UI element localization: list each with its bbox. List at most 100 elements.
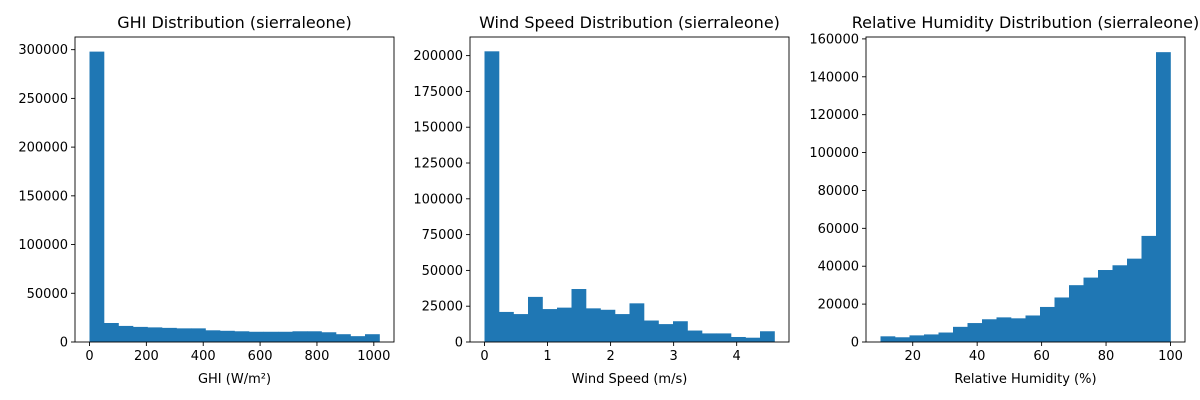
- histogram-bar: [321, 332, 337, 342]
- histogram-bar: [104, 322, 119, 342]
- histogram-bar: [745, 337, 761, 342]
- histogram-bar: [307, 331, 322, 342]
- histogram-bar: [571, 289, 587, 342]
- histogram-bar: [880, 336, 896, 342]
- histogram-bar: [644, 320, 659, 342]
- y-tick-label: 125000: [413, 157, 463, 172]
- y-tick-label: 140000: [809, 70, 859, 85]
- histogram-bar: [1141, 235, 1157, 342]
- y-tick-label: 25000: [422, 300, 463, 315]
- x-tick-label: 80: [1098, 349, 1115, 364]
- histogram-bar: [716, 333, 732, 342]
- histogram-bar: [1083, 277, 1099, 342]
- histogram-bar: [234, 331, 250, 342]
- histogram-bar: [629, 303, 645, 342]
- y-tick-label: 175000: [413, 85, 463, 100]
- y-tick-label: 40000: [818, 260, 859, 275]
- axes-frame: [74, 36, 395, 343]
- histogram-bar: [658, 324, 674, 342]
- y-tick-label: 100000: [18, 238, 68, 253]
- histogram-bar: [162, 327, 177, 342]
- histogram-bar: [147, 327, 163, 342]
- y-tick-label: 75000: [422, 228, 463, 243]
- x-tick-label: 800: [305, 349, 330, 364]
- x-axis-label: Relative Humidity (%): [954, 372, 1096, 387]
- x-tick-label: 600: [248, 349, 273, 364]
- histogram-bar: [909, 335, 925, 342]
- histogram-bar: [1025, 315, 1041, 342]
- histogram-bar: [895, 337, 910, 342]
- y-tick-label: 100000: [809, 146, 859, 161]
- x-tick-label: 3: [669, 349, 677, 364]
- y-tick-label: 50000: [27, 287, 68, 302]
- y-tick-label: 300000: [18, 43, 68, 58]
- histogram-bar: [278, 331, 293, 342]
- histogram-bar: [1011, 318, 1026, 342]
- x-tick-label: 200: [134, 349, 159, 364]
- x-tick-label: 1: [543, 349, 551, 364]
- histogram-bar: [292, 331, 308, 342]
- histogram-bar: [967, 323, 983, 342]
- histogram-bar: [1098, 270, 1113, 342]
- histogram-bar: [731, 336, 746, 342]
- x-tick-label: 400: [191, 349, 216, 364]
- histogram-bar: [350, 336, 366, 342]
- histogram-bar: [702, 333, 717, 342]
- x-tick-label: 0: [85, 349, 93, 364]
- histogram-bar: [499, 311, 514, 342]
- y-tick-label: 100000: [413, 192, 463, 207]
- histogram-bar: [760, 331, 775, 342]
- histogram-bar: [938, 332, 954, 342]
- y-tick-label: 250000: [18, 92, 68, 107]
- histogram-bar: [484, 51, 500, 343]
- histogram-bar: [996, 317, 1012, 342]
- x-tick-label: 2: [606, 349, 614, 364]
- histogram-bar: [336, 334, 351, 342]
- y-tick-label: 200000: [413, 49, 463, 64]
- x-tick-label: 100: [1158, 349, 1183, 364]
- panel-ghi: 0 200 400 600 800 1000 0 50000 100000 150000 20000…: [18, 13, 395, 387]
- panel-relative-humidity: 20 40 60 80 100 0 20000 40000 60000 80000 100000 12…: [809, 13, 1199, 387]
- y-tick-label: 0: [455, 336, 463, 351]
- chart-title: Wind Speed Distribution (sierraleone): [479, 13, 780, 32]
- y-tick-label: 120000: [809, 108, 859, 123]
- histogram-bar: [924, 334, 939, 342]
- histogram-bar: [191, 328, 206, 342]
- axes-frame: [469, 36, 790, 343]
- histogram-bar: [89, 51, 105, 343]
- axes-frame: [865, 36, 1186, 343]
- histogram-bar: [542, 309, 558, 342]
- histogram-bar: [528, 296, 543, 342]
- histogram-bar: [133, 326, 148, 342]
- y-tick-label: 50000: [422, 264, 463, 279]
- x-tick-label: 60: [1033, 349, 1050, 364]
- histogram-bar: [557, 307, 572, 342]
- histogram-bar: [249, 331, 264, 342]
- histogram-bar: [1112, 265, 1128, 342]
- x-tick-label: 1000: [357, 349, 390, 364]
- histogram-bar: [263, 331, 279, 342]
- histogram-bar: [586, 308, 601, 342]
- x-tick-label: 0: [480, 349, 488, 364]
- histogram-bar: [600, 309, 616, 342]
- chart-title: Relative Humidity Distribution (sierrale…: [852, 13, 1200, 32]
- y-tick-label: 20000: [818, 298, 859, 313]
- histogram-bar: [118, 325, 134, 342]
- histogram-bar: [1127, 258, 1142, 342]
- histogram-bar: [205, 330, 221, 342]
- histogram-bar: [1054, 297, 1070, 342]
- histogram-bar: [687, 330, 703, 342]
- panel-wind-speed: 0 1 2 3 4 0 25000 50000 75000 100000 125000 150000 1…: [413, 13, 790, 387]
- x-tick-label: 40: [969, 349, 986, 364]
- histogram-bar: [615, 314, 630, 342]
- histogram-bar: [365, 334, 380, 342]
- x-tick-label: 20: [904, 349, 921, 364]
- y-tick-label: 150000: [413, 121, 463, 136]
- histogram-bar: [1069, 285, 1084, 342]
- histogram-bar: [176, 328, 192, 342]
- histogram-bar: [1040, 306, 1055, 342]
- x-axis-label: GHI (W/m²): [198, 372, 271, 387]
- y-tick-label: 160000: [809, 32, 859, 47]
- y-tick-label: 150000: [18, 189, 68, 204]
